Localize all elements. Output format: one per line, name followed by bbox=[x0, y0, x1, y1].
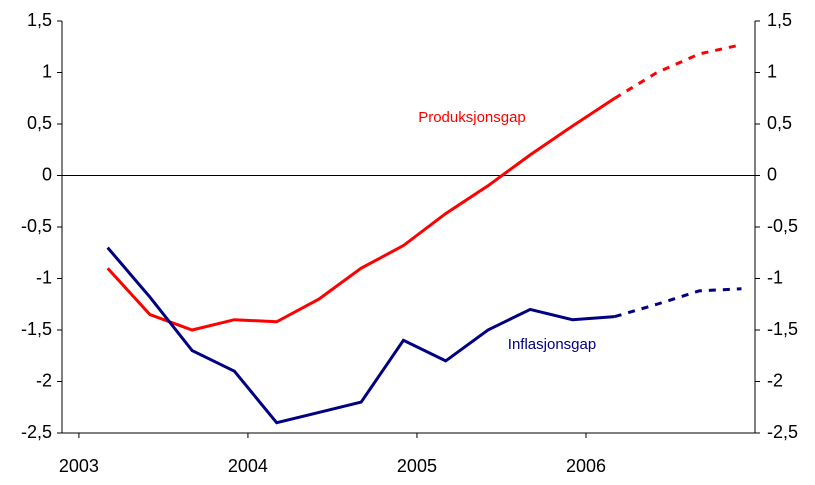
series-label: Produksjonsgap bbox=[418, 109, 526, 126]
y-tick-label: -0,5 bbox=[21, 216, 52, 236]
y-tick-label: -2 bbox=[36, 370, 52, 390]
series-line bbox=[106, 246, 615, 425]
series-line-dashed bbox=[614, 287, 742, 319]
y2-tick-label: 0,5 bbox=[767, 113, 792, 133]
y2-tick-label: -0,5 bbox=[767, 216, 798, 236]
y2-tick-label: -1 bbox=[767, 267, 783, 287]
x-tick-label: 2004 bbox=[228, 456, 268, 476]
y2-tick-label: 0 bbox=[767, 164, 777, 184]
y-tick-label: 0,5 bbox=[27, 113, 52, 133]
x-tick-label: 2006 bbox=[566, 456, 606, 476]
y-tick-label: 0 bbox=[42, 164, 52, 184]
y2-tick-label: 1 bbox=[767, 61, 777, 81]
y2-tick-label: -2 bbox=[767, 370, 783, 390]
series-line-dashed bbox=[613, 43, 742, 100]
series-label: Inflasjonsgap bbox=[508, 336, 596, 353]
y2-tick-label: -2,5 bbox=[767, 422, 798, 442]
y-tick-label: -2,5 bbox=[21, 422, 52, 442]
y2-tick-label: 1,5 bbox=[767, 10, 792, 30]
x-tick-label: 2003 bbox=[59, 456, 99, 476]
x-tick-label: 2005 bbox=[397, 456, 437, 476]
series-line bbox=[106, 96, 616, 332]
y-tick-label: -1,5 bbox=[21, 319, 52, 339]
y2-tick-label: -1,5 bbox=[767, 319, 798, 339]
y-tick-label: 1 bbox=[42, 61, 52, 81]
y-tick-label: -1 bbox=[36, 267, 52, 287]
y-tick-label: 1,5 bbox=[27, 10, 52, 30]
